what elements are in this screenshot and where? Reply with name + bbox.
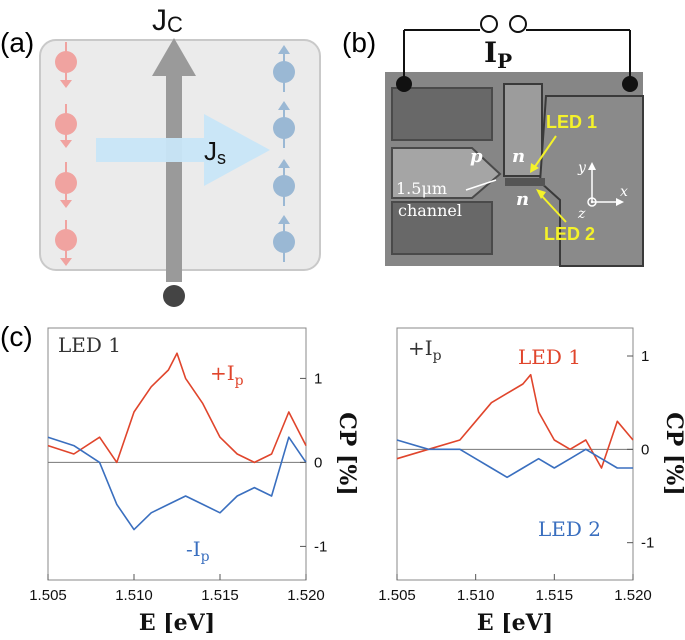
panel-label-b: (b) (342, 27, 376, 58)
current-source-dot (163, 285, 185, 307)
series-line-1 (396, 439, 633, 479)
region-n-upper-label: n (512, 146, 525, 167)
spin-up-1 (273, 45, 295, 92)
y-tick-label: -1 (641, 535, 654, 552)
spin-up-2 (273, 101, 295, 148)
spin-up-column (273, 45, 295, 262)
y-axis-label: CP [%] (334, 412, 360, 495)
spin-down-3 (55, 162, 77, 208)
y-axis-label: CP [%] (661, 412, 685, 495)
y-tick-label: 1 (314, 370, 322, 387)
axis-y-label: y (577, 160, 587, 176)
series-line-1 (47, 436, 307, 531)
spin-up-3 (273, 159, 295, 206)
led1-label: LED 1 (546, 112, 597, 132)
series-line-0 (396, 373, 634, 469)
y-tick-label: -1 (314, 538, 327, 555)
channel-pointer (465, 179, 497, 191)
x-axis-label: E [eV] (139, 610, 215, 636)
x-tick-label: 1.520 (614, 587, 652, 604)
micrograph (385, 15, 644, 267)
series-line-0 (47, 352, 307, 464)
plot-frame (396, 327, 634, 581)
x-tick-label: 1.505 (378, 587, 416, 604)
x-tick-label: 1.510 (115, 587, 153, 604)
chart2-panel-label: +Ip (408, 336, 442, 364)
channel-width-label: 1.5μm (396, 179, 447, 198)
charge-current-label: JC (152, 4, 183, 37)
spin-current-arrow (96, 114, 270, 186)
spin-current-label: Js (204, 136, 226, 168)
region-p-label: p (470, 146, 483, 167)
channel-word-label: channel (398, 201, 462, 220)
x-tick-label: 1.515 (536, 587, 574, 604)
chart1-panel-label: LED 1 (58, 333, 121, 357)
panel-label-c: (c) (0, 321, 33, 352)
x-axis-label: E [eV] (477, 610, 553, 636)
chart-plus-ip: 1.505 1.510 1.515 1.520 1 0 -1 E [eV] CP [%] (378, 327, 685, 636)
axis-z-label: z (577, 206, 586, 222)
chart2-legend-led1: LED 1 (518, 345, 581, 369)
chart-led1: 1.505 1.510 1.515 1.520 1 0 -1 E [eV] CP [%] (29, 327, 360, 636)
spin-down-2 (55, 104, 77, 148)
led2-label: LED 2 (544, 224, 595, 244)
spin-down-column (55, 42, 77, 266)
led1-pointer-head (530, 163, 539, 173)
spin-down-1 (55, 42, 77, 88)
panel-label-a: (a) (0, 27, 34, 58)
spin-up-4 (273, 215, 295, 262)
plot-frame (47, 327, 307, 581)
led2-pointer (539, 193, 567, 223)
region-n-lower-label: n (516, 189, 529, 210)
chart1-legend-minus-ip: -Ip (186, 537, 210, 565)
x-tick-label: 1.510 (457, 587, 495, 604)
led2-pointer-head (536, 189, 546, 199)
axis-x-label: x (620, 184, 628, 200)
y-tick-label: 1 (641, 348, 649, 365)
charge-current-arrow-head (152, 38, 196, 76)
x-tick-label: 1.505 (29, 587, 67, 604)
x-tick-label: 1.520 (287, 587, 325, 604)
charge-current-arrow-shaft (166, 72, 182, 282)
x-tick-label: 1.515 (201, 587, 239, 604)
led1-pointer (533, 135, 557, 169)
y-tick-label: 0 (641, 441, 649, 458)
spin-down-4 (55, 220, 77, 266)
chart1-legend-plus-ip: +Ip (210, 361, 244, 389)
coordinate-axes (587, 162, 624, 207)
y-tick-label: 0 (314, 454, 322, 471)
chart2-legend-led2: LED 2 (538, 517, 601, 541)
current-label-ip: IP (484, 36, 512, 73)
